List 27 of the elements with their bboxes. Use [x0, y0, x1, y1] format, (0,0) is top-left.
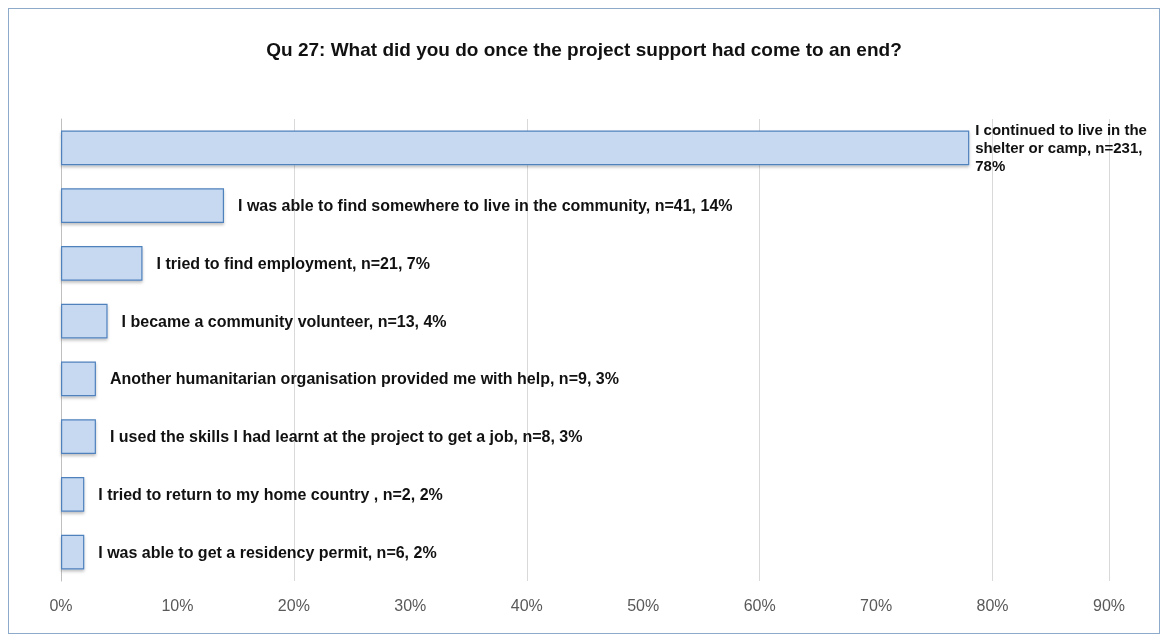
data-label: I continued to live in the shelter or camp, n=231, 78% [975, 121, 1152, 175]
bar [61, 534, 85, 570]
data-label: I became a community volunteer, n=13, 4% [121, 312, 447, 330]
bar [61, 130, 970, 166]
data-label: I was able to find somewhere to live in the community, n=41, 14% [238, 197, 733, 215]
data-label: I tried to return to my home country , n=2, 2% [98, 485, 443, 503]
chart-title: Qu 27: What did you do once the project support had come to an end? [266, 39, 902, 60]
bar [61, 303, 108, 339]
x-tick-label: 30% [394, 596, 427, 614]
x-tick-label: 70% [860, 596, 893, 614]
x-tick-label: 40% [510, 596, 543, 614]
bar [61, 361, 96, 397]
x-tick-label: 0% [49, 596, 73, 614]
data-label: Another humanitarian organisation provided me with help, n=9, 3% [109, 370, 619, 388]
bar [61, 188, 225, 223]
x-tick-label: 10% [161, 596, 194, 614]
x-tick-label: 80% [976, 596, 1009, 614]
data-label: I tried to find employment, n=21, 7% [156, 254, 430, 272]
bar [61, 477, 85, 512]
x-tick-label: 90% [1092, 596, 1126, 614]
bar [61, 246, 143, 281]
x-tick-label: 20% [277, 596, 310, 614]
x-tick-label: 60% [743, 596, 776, 614]
bar [61, 419, 96, 454]
x-tick-label: 50% [627, 596, 660, 614]
data-label: I was able to get a residency permit, n=6, 2% [98, 543, 437, 561]
data-label: I used the skills I had learnt at the project to get a job, n=8, 3% [109, 428, 583, 446]
